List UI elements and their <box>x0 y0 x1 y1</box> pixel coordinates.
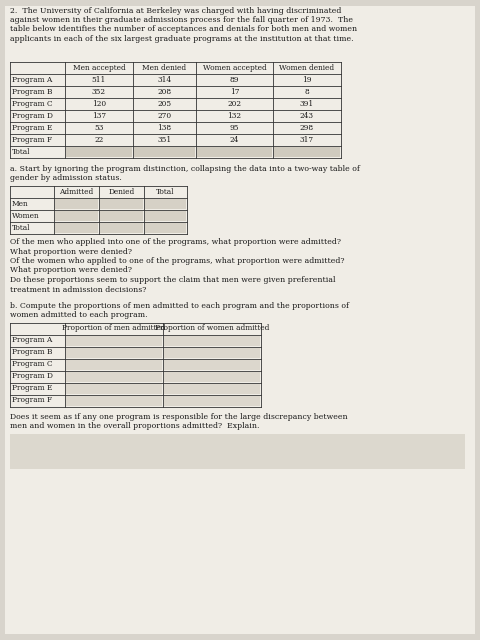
Text: 351: 351 <box>157 136 171 143</box>
Text: 24: 24 <box>230 136 239 143</box>
Bar <box>66 372 162 382</box>
Text: 138: 138 <box>157 124 171 131</box>
Bar <box>66 360 162 370</box>
Text: Do these proportions seem to support the claim that men were given preferential: Do these proportions seem to support the… <box>10 276 336 284</box>
Text: Program E: Program E <box>12 385 52 392</box>
Bar <box>145 223 186 233</box>
Bar <box>164 348 260 358</box>
Text: 95: 95 <box>230 124 239 131</box>
Text: Proportion of men admitted: Proportion of men admitted <box>62 324 166 333</box>
Bar <box>274 147 340 157</box>
Text: 53: 53 <box>94 124 104 131</box>
Text: What proportion were denied?: What proportion were denied? <box>10 248 132 255</box>
Text: 391: 391 <box>300 99 314 108</box>
Text: Program D: Program D <box>12 372 53 381</box>
Text: Men accepted: Men accepted <box>72 63 125 72</box>
Text: 298: 298 <box>300 124 314 131</box>
Text: 17: 17 <box>230 88 239 95</box>
Text: 22: 22 <box>95 136 104 143</box>
Bar <box>100 223 143 233</box>
Bar <box>145 199 186 209</box>
Text: treatment in admission decisions?: treatment in admission decisions? <box>10 285 146 294</box>
Text: Women: Women <box>12 211 40 220</box>
Text: 270: 270 <box>157 111 171 120</box>
Text: Program B: Program B <box>12 349 52 356</box>
Text: Of the men who applied into one of the programs, what proportion were admitted?: Of the men who applied into one of the p… <box>10 238 341 246</box>
Bar <box>66 396 162 406</box>
Text: Program A: Program A <box>12 76 52 83</box>
Bar <box>100 211 143 221</box>
Text: Program D: Program D <box>12 111 53 120</box>
Text: 8: 8 <box>305 88 310 95</box>
Bar <box>55 199 98 209</box>
Text: Women accepted: Women accepted <box>203 63 266 72</box>
Text: 19: 19 <box>302 76 312 83</box>
Text: 137: 137 <box>92 111 106 120</box>
Text: Total: Total <box>156 188 175 195</box>
Bar <box>145 211 186 221</box>
Text: 132: 132 <box>228 111 241 120</box>
Text: Program A: Program A <box>12 337 52 344</box>
Text: Admitted: Admitted <box>60 188 94 195</box>
Bar <box>55 223 98 233</box>
Bar <box>66 336 162 346</box>
Bar <box>66 384 162 394</box>
Text: Program C: Program C <box>12 99 52 108</box>
Text: 208: 208 <box>157 88 171 95</box>
Text: 511: 511 <box>92 76 106 83</box>
Text: 314: 314 <box>157 76 171 83</box>
Bar <box>134 147 195 157</box>
Text: Of the women who applied to one of the programs, what proportion were admitted?: Of the women who applied to one of the p… <box>10 257 345 265</box>
Bar <box>164 384 260 394</box>
Text: What proportion were denied?: What proportion were denied? <box>10 266 132 275</box>
Text: 317: 317 <box>300 136 314 143</box>
Bar <box>164 336 260 346</box>
Text: Total: Total <box>12 223 31 232</box>
Bar <box>66 348 162 358</box>
Bar <box>164 360 260 370</box>
Text: 120: 120 <box>92 99 106 108</box>
Text: Program F: Program F <box>12 136 52 143</box>
Text: 243: 243 <box>300 111 314 120</box>
Text: b. Compute the proportions of men admitted to each program and the proportions o: b. Compute the proportions of men admitt… <box>10 302 349 319</box>
Text: Total: Total <box>12 147 31 156</box>
Bar <box>100 199 143 209</box>
Text: 89: 89 <box>230 76 239 83</box>
Text: 2.  The University of California at Berkeley was charged with having discriminat: 2. The University of California at Berke… <box>10 7 357 43</box>
Text: Program F: Program F <box>12 397 52 404</box>
Text: Program E: Program E <box>12 124 52 131</box>
Bar <box>66 147 132 157</box>
Text: Denied: Denied <box>108 188 134 195</box>
Text: 205: 205 <box>157 99 171 108</box>
Text: Does it seem as if any one program is responsible for the large discrepancy betw: Does it seem as if any one program is re… <box>10 413 348 430</box>
Text: 352: 352 <box>92 88 106 95</box>
Text: Proportion of women admitted: Proportion of women admitted <box>155 324 269 333</box>
Bar <box>164 396 260 406</box>
Text: Men: Men <box>12 200 29 207</box>
Bar <box>164 372 260 382</box>
Bar <box>10 434 465 469</box>
Text: Program B: Program B <box>12 88 52 95</box>
Text: Program C: Program C <box>12 360 52 369</box>
Text: Women denied: Women denied <box>279 63 335 72</box>
Text: a. Start by ignoring the program distinction, collapsing the data into a two-way: a. Start by ignoring the program distinc… <box>10 165 360 182</box>
Bar <box>55 211 98 221</box>
Bar <box>197 147 272 157</box>
Text: Men denied: Men denied <box>143 63 187 72</box>
Text: 202: 202 <box>228 99 241 108</box>
